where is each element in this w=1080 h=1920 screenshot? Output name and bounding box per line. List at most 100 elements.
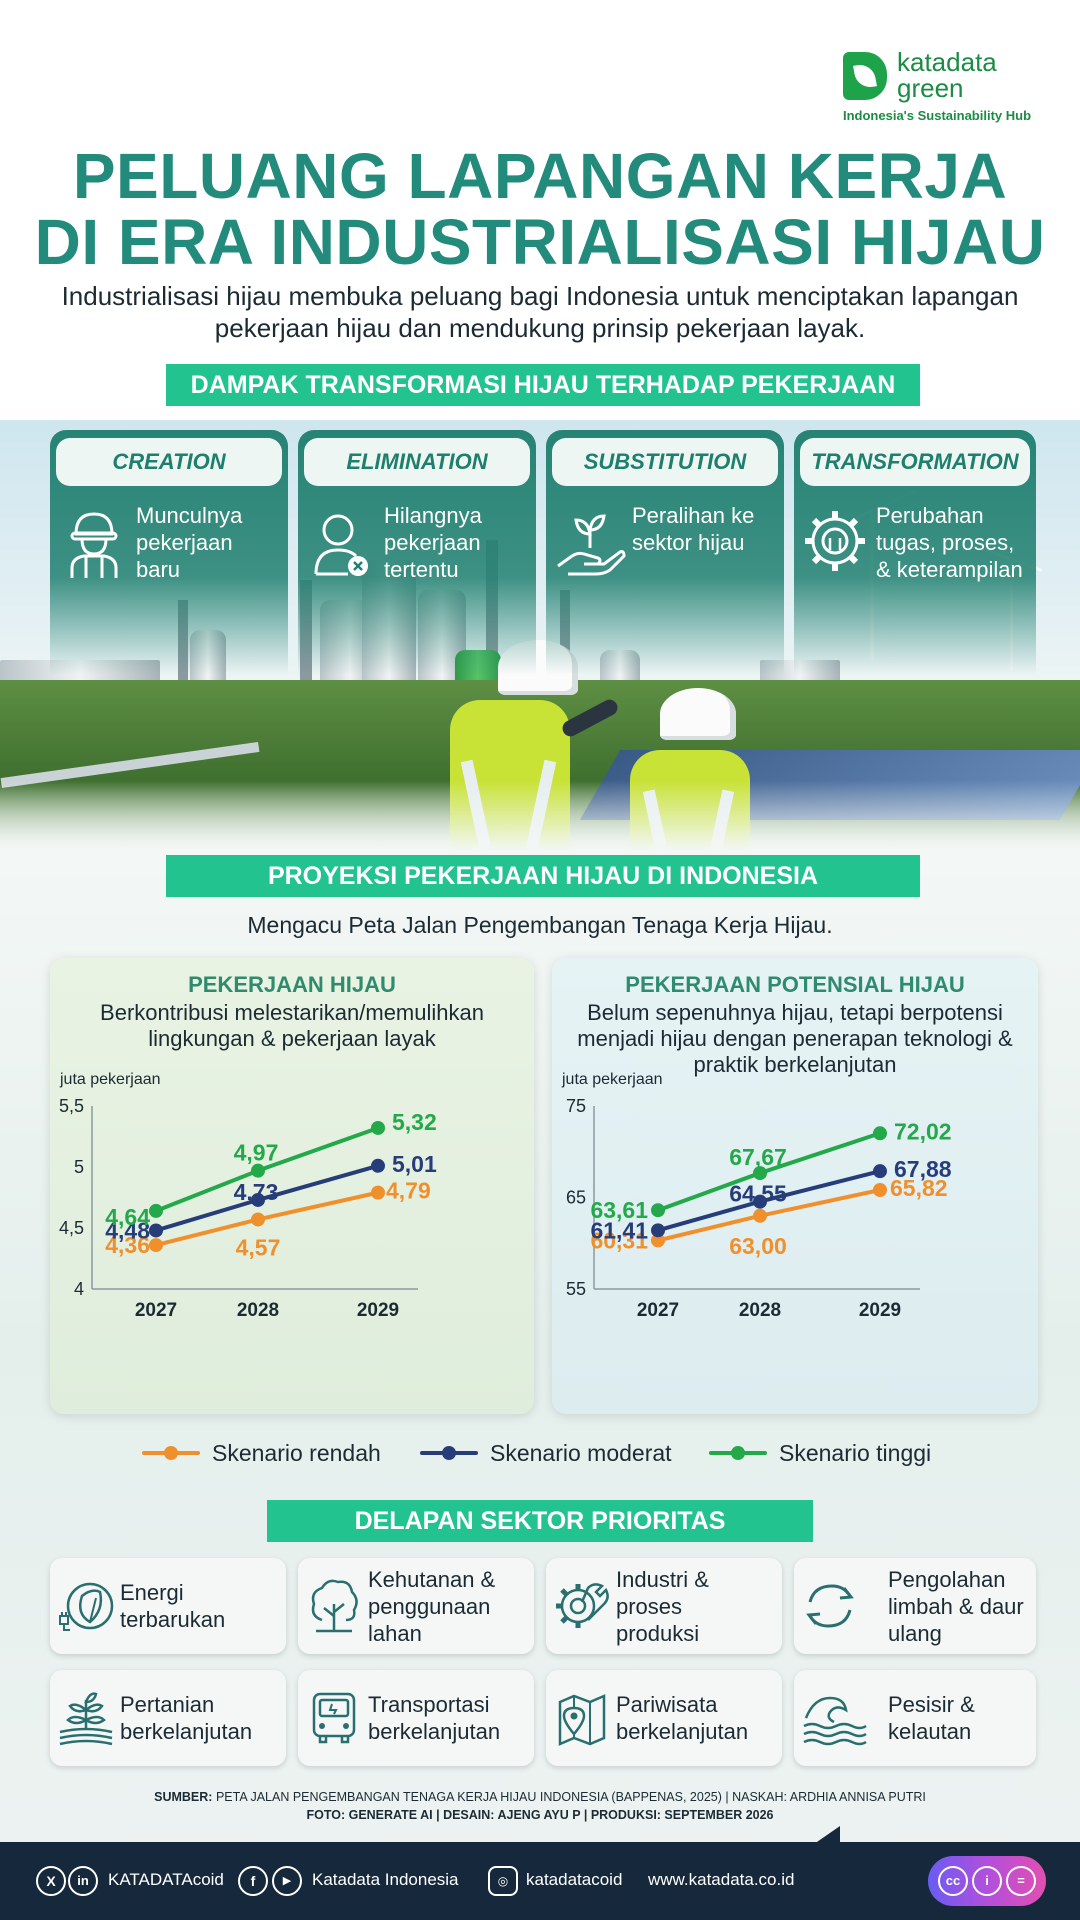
chart-panel-green-jobs: PEKERJAAN HIJAU Berkontribusi melestarik… xyxy=(50,958,534,1414)
impact-text: Hilangnya pekerjaan tertentu xyxy=(384,503,482,582)
sector-label: Industri & proses produksi xyxy=(616,1566,709,1646)
x-tick-label: 2028 xyxy=(237,1300,279,1321)
legend-label: Skenario tinggi xyxy=(779,1440,932,1466)
data-label-tinggi: 67,67 xyxy=(729,1144,787,1170)
x-tick-label: 2029 xyxy=(859,1300,901,1321)
sprout-field-icon xyxy=(59,1692,113,1746)
gear-circuit-icon xyxy=(805,511,865,571)
x-tick-label: 2027 xyxy=(637,1300,679,1321)
data-point-moderat xyxy=(371,1158,385,1173)
impact-title: ELIMINATION xyxy=(304,438,530,486)
sector-card-pariwisata: Pariwisata berkelanjutan xyxy=(546,1670,782,1766)
legend-label: Skenario rendah xyxy=(212,1440,381,1466)
data-label-tinggi: 72,02 xyxy=(894,1118,952,1144)
source-credits: SUMBER: PETA JALAN PENGEMBANGAN TENAGA K… xyxy=(0,1788,1080,1824)
attribution-icon: i xyxy=(972,1866,1002,1896)
footer-notch xyxy=(814,1826,840,1844)
data-label-rendah: 4,79 xyxy=(386,1178,431,1204)
leaf-logo-icon xyxy=(843,52,887,100)
chart-title: PEKERJAAN POTENSIAL HIJAU xyxy=(625,972,965,997)
sector-card-transportasi: Transportasi berkelanjutan xyxy=(298,1670,534,1766)
data-label-moderat: 64,55 xyxy=(729,1181,787,1207)
tree-icon xyxy=(311,1579,358,1633)
data-label-tinggi: 63,61 xyxy=(590,1197,648,1223)
sector-card-limbah: Pengolahan limbah & daur ulang xyxy=(794,1558,1036,1654)
x-tick-label: 2027 xyxy=(135,1300,177,1321)
hand-sprout-icon xyxy=(557,514,626,576)
y-tick-label: 75 xyxy=(566,1096,586,1116)
data-point-moderat xyxy=(651,1223,665,1238)
data-point-moderat xyxy=(149,1223,163,1238)
chart-subtitle: Belum sepenuhnya hijau, tetapi berpotens… xyxy=(577,1000,1013,1077)
title-line1: PELUANG LAPANGAN KERJA xyxy=(72,140,1008,212)
data-label-moderat: 67,88 xyxy=(894,1156,952,1182)
y-tick-label: 65 xyxy=(566,1188,586,1208)
data-label-moderat: 4,48 xyxy=(105,1217,150,1243)
sector-label: Pengolahan limbah & daur ulang xyxy=(888,1566,1024,1646)
data-point-moderat xyxy=(873,1164,887,1179)
data-label-rendah: 4,57 xyxy=(236,1234,281,1260)
source-line1: SUMBER: PETA JALAN PENGEMBANGAN TENAGA K… xyxy=(0,1788,1080,1806)
recycle-icon xyxy=(806,1584,854,1628)
data-point-moderat xyxy=(251,1192,265,1207)
data-label-tinggi: 4,97 xyxy=(234,1140,279,1166)
x-tick-label: 2029 xyxy=(357,1300,399,1321)
chart-subtitle: Berkontribusi melestarikan/memulihkan li… xyxy=(100,1000,484,1051)
data-point-tinggi xyxy=(251,1163,265,1178)
source-text: PETA JALAN PENGEMBANGAN TENAGA KERJA HIJ… xyxy=(215,1790,926,1804)
chart-legend: Skenario rendah Skenario moderat Skenari… xyxy=(0,1432,1080,1472)
gear-wrench-icon xyxy=(556,1583,609,1628)
sectors-banner: DELAPAN SEKTOR PRIORITAS xyxy=(267,1500,813,1542)
cc-icon: cc xyxy=(938,1866,968,1896)
person-remove-icon xyxy=(314,514,368,576)
data-point-rendah xyxy=(873,1182,887,1197)
data-point-rendah xyxy=(753,1208,767,1223)
sector-label: Kehutanan & penggunaan lahan xyxy=(368,1566,496,1646)
worker-helmet-icon xyxy=(70,512,118,578)
social-handle-twitter[interactable]: KATADATAcoid xyxy=(108,1870,224,1889)
source-label: SUMBER: xyxy=(154,1790,213,1804)
impact-text: Perubahan tugas, proses, & keterampilan xyxy=(876,503,1023,582)
y-axis-label: juta pekerjaan xyxy=(59,1071,161,1088)
sector-card-pesisir: Pesisir & kelautan xyxy=(794,1670,1036,1766)
projection-subtitle: Mengacu Peta Jalan Pengembangan Tenaga K… xyxy=(247,912,833,938)
brand-name-line1: katadata xyxy=(897,47,997,77)
brand-logo: katadata green Indonesia's Sustainabilit… xyxy=(843,47,1043,130)
data-label-moderat: 61,41 xyxy=(590,1217,648,1243)
data-point-moderat xyxy=(753,1194,767,1209)
data-label-rendah: 4,36 xyxy=(105,1232,150,1258)
data-label-rendah: 63,00 xyxy=(729,1233,787,1259)
impact-card-elimination: ELIMINATION Hilangnya pekerjaan tertentu xyxy=(298,430,536,675)
data-point-tinggi xyxy=(371,1120,385,1135)
chart-title: PEKERJAAN HIJAU xyxy=(188,972,396,997)
impact-card-creation: CREATION Munculnya pekerjaan baru xyxy=(50,430,288,675)
map-pin-icon xyxy=(558,1694,606,1746)
data-label-tinggi: 5,32 xyxy=(392,1109,437,1135)
youtube-icon[interactable]: ▶ xyxy=(272,1866,302,1896)
projection-banner: PROYEKSI PEKERJAAN HIJAU DI INDONESIA xyxy=(166,855,920,897)
x-icon[interactable]: X xyxy=(36,1866,66,1896)
facebook-icon[interactable]: f xyxy=(238,1866,268,1896)
data-point-rendah xyxy=(651,1233,665,1248)
license-badge[interactable]: cc i = xyxy=(928,1856,1046,1906)
data-point-tinggi xyxy=(753,1166,767,1181)
page-title: PELUANG LAPANGAN KERJA DI ERA INDUSTRIAL… xyxy=(0,143,1080,275)
intro-text: Industrialisasi hijau membuka peluang ba… xyxy=(61,281,1019,343)
leaf-plug-icon xyxy=(59,1582,114,1631)
website-link[interactable]: www.katadata.co.id xyxy=(648,1870,795,1889)
data-label-tinggi: 4,64 xyxy=(105,1204,150,1230)
y-tick-label: 4 xyxy=(74,1279,84,1299)
social-handle-instagram[interactable]: katadatacoid xyxy=(526,1870,623,1889)
instagram-icon[interactable]: ◎ xyxy=(488,1866,518,1896)
sector-label: Transportasi berkelanjutan xyxy=(368,1692,501,1744)
linkedin-icon[interactable]: in xyxy=(68,1866,98,1896)
sector-label: Pertanian berkelanjutan xyxy=(120,1692,253,1744)
source-line2: FOTO: GENERATE AI | DESAIN: AJENG AYU P … xyxy=(306,1808,774,1822)
data-point-rendah xyxy=(251,1212,265,1227)
data-label-moderat: 4,73 xyxy=(234,1179,279,1205)
social-handle-facebook[interactable]: Katadata Indonesia xyxy=(312,1870,459,1889)
impact-text: Munculnya pekerjaan baru xyxy=(136,503,243,582)
sector-card-pertanian: Pertanian berkelanjutan xyxy=(50,1670,286,1766)
y-tick-label: 5 xyxy=(74,1157,84,1177)
